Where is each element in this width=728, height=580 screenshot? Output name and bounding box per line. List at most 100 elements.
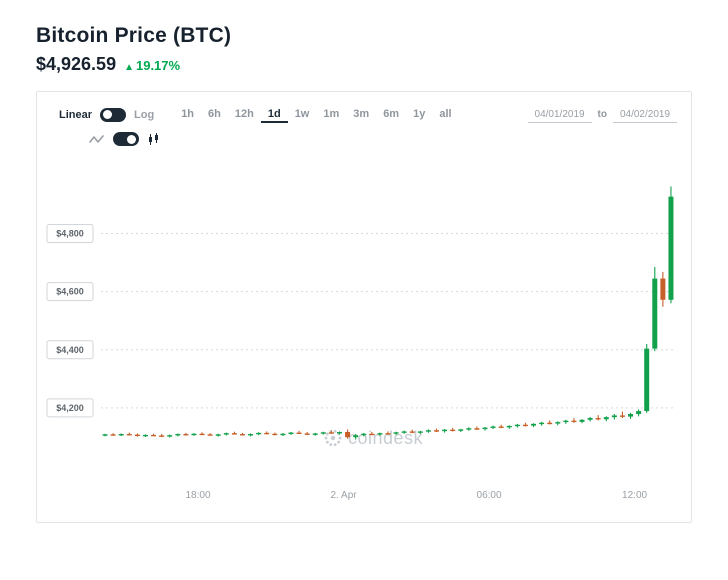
candle-body [571,420,577,423]
candle-body [118,434,124,436]
candle-body [175,434,181,436]
range-all-button[interactable]: all [439,108,452,120]
candle [652,266,658,352]
candle [231,431,237,435]
candle [409,429,415,434]
candle [377,432,383,436]
candle-body [628,413,634,417]
candle-body [183,434,189,436]
chart-type-toggle[interactable] [113,132,139,146]
toggle-knob [127,134,136,144]
candle [264,431,270,435]
candle-body [110,434,116,436]
candle [644,343,650,413]
candle-body [231,433,237,435]
scale-switcher: Linear Log [59,107,155,122]
candle-body [353,435,359,438]
candlestick-icon[interactable] [147,132,161,146]
candle [417,430,423,435]
candle-body [587,418,593,420]
candle [498,424,504,429]
candle-body [425,430,431,432]
candle-body [442,429,448,432]
candle-body [603,417,609,420]
candle-body [296,432,302,434]
price-change: ▲ 19.17% [124,58,180,73]
candle [272,432,278,436]
candle-body [312,433,318,435]
scale-toggle[interactable] [100,107,127,122]
x-axis-label: 12:00 [622,490,647,501]
candle-body [102,434,108,436]
x-axis-label: 18:00 [185,490,210,501]
candle [571,418,577,423]
range-1w-button[interactable]: 1w [294,108,310,120]
chart-toolbar: Linear Log 1h 6h 12h 1d 1w 1m 3m 6m 1y all to [45,106,683,123]
line-chart-icon[interactable] [89,134,105,145]
candle-body [482,427,488,430]
watermark-logo-dot [329,443,333,447]
candle [611,413,617,420]
range-3m-button[interactable]: 3m [353,108,370,120]
candle [328,430,334,434]
watermark-logo-dot [333,443,337,447]
log-scale-label[interactable]: Log [134,108,155,121]
candle [142,434,148,437]
candle-body [159,435,165,437]
watermark-logo-dot [337,440,341,444]
range-6h-button[interactable]: 6h [208,108,221,120]
linear-scale-label[interactable]: Linear [59,108,93,121]
candle [458,428,464,433]
x-axis-label: 2. Apr [330,490,357,501]
y-axis-label-box [46,398,94,418]
y-axis-label: $4,200 [56,403,84,413]
candle-body [167,435,173,437]
candle-body [579,419,585,422]
candle [514,423,520,428]
range-12h-button[interactable]: 12h [234,108,254,120]
range-1h-button[interactable]: 1h [181,108,195,120]
candle [151,433,157,437]
candle-body [385,433,391,435]
candle-body [595,418,601,420]
price-chart[interactable]: $4,200 $4,400 $4,600 $4,800 coindesk 18:00 2. … [45,148,683,512]
candle [385,431,391,435]
candle [490,425,496,430]
candle [425,429,431,433]
candle-body [563,420,569,423]
candle-body [328,432,334,434]
candle [393,431,399,435]
candle [603,416,609,422]
candle [563,419,569,424]
candle [134,433,140,437]
price-row: $4,926.59 ▲ 19.17% [36,54,692,75]
range-1y-button[interactable]: 1y [413,108,426,120]
candle [353,434,359,440]
candle-body [417,431,423,433]
candle [159,434,165,437]
range-1m-button[interactable]: 1m [323,108,340,120]
range-1d-button[interactable]: 1d [260,106,288,123]
range-6m-button[interactable]: 6m [383,108,400,120]
candle [118,433,124,437]
candle-body [215,434,221,436]
candle [547,420,553,425]
date-to-input[interactable] [613,106,677,123]
date-from-input[interactable] [527,106,592,123]
candle [450,427,456,432]
candle-body [361,433,367,436]
y-axis-label-box [46,340,94,360]
candle-body [498,426,504,428]
candle-body [191,433,197,436]
up-arrow-icon: ▲ [124,62,134,73]
candle-body [272,433,278,436]
candle [345,429,351,439]
candle-body [142,434,148,437]
candle-body [652,278,658,349]
candle-body [531,423,537,426]
candle [401,430,407,434]
candle-body [393,432,399,434]
candle [628,412,634,419]
candle-body [434,430,440,432]
candle-body [264,432,270,435]
